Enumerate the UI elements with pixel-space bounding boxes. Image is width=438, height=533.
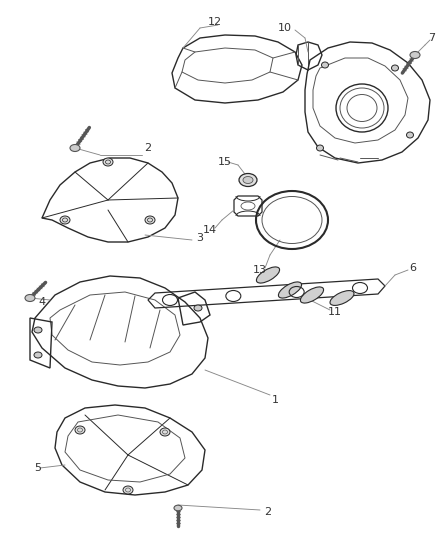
Text: 4: 4 (39, 297, 46, 307)
Ellipse shape (123, 486, 133, 494)
Ellipse shape (70, 144, 80, 151)
Ellipse shape (34, 352, 42, 358)
Ellipse shape (392, 65, 399, 71)
Text: 2: 2 (145, 143, 152, 153)
Ellipse shape (330, 290, 354, 305)
Ellipse shape (243, 176, 253, 183)
Ellipse shape (145, 216, 155, 224)
Text: 6: 6 (410, 263, 417, 273)
Ellipse shape (279, 282, 302, 298)
Ellipse shape (321, 62, 328, 68)
Ellipse shape (34, 327, 42, 333)
Ellipse shape (103, 158, 113, 166)
Ellipse shape (160, 428, 170, 436)
Text: 3: 3 (197, 233, 204, 243)
Text: 2: 2 (265, 507, 272, 517)
Ellipse shape (317, 145, 324, 151)
Text: 15: 15 (218, 157, 232, 167)
Text: 14: 14 (203, 225, 217, 235)
Text: 7: 7 (428, 33, 435, 43)
Ellipse shape (174, 505, 182, 511)
Text: 12: 12 (208, 17, 222, 27)
Text: 5: 5 (35, 463, 42, 473)
Ellipse shape (25, 295, 35, 302)
Ellipse shape (300, 287, 324, 303)
Ellipse shape (256, 267, 279, 283)
Ellipse shape (410, 52, 420, 59)
Ellipse shape (406, 132, 413, 138)
Ellipse shape (60, 216, 70, 224)
Text: 1: 1 (272, 395, 279, 405)
Ellipse shape (75, 426, 85, 434)
Text: 11: 11 (328, 307, 342, 317)
Ellipse shape (194, 305, 202, 311)
Text: 13: 13 (253, 265, 267, 275)
Ellipse shape (239, 174, 257, 187)
Text: 10: 10 (278, 23, 292, 33)
